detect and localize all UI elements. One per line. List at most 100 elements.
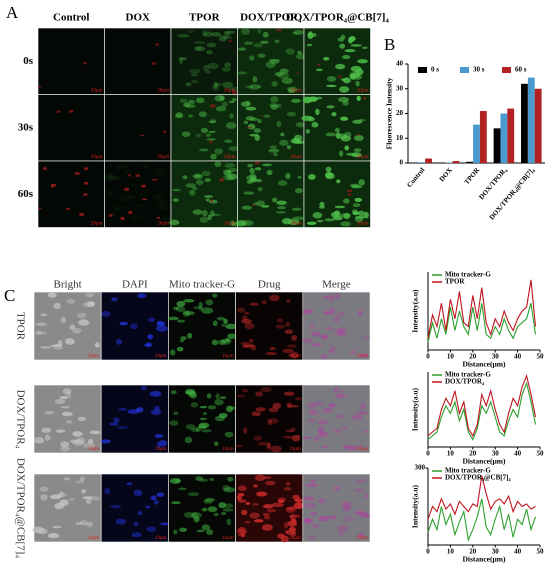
cell [277, 533, 285, 539]
micrograph: 20μm [104, 160, 172, 228]
data-line [427, 303, 537, 343]
cell [199, 216, 209, 223]
cell [154, 434, 164, 438]
cell [292, 216, 305, 221]
cell [206, 50, 213, 55]
scale-bar-label: 10μm [88, 447, 100, 452]
cell [137, 215, 143, 220]
cell [333, 315, 340, 323]
cell [202, 412, 208, 415]
scale-bar-label: 10μm [222, 447, 234, 452]
cell [111, 297, 118, 302]
cell [291, 335, 298, 341]
cell [325, 172, 335, 180]
cell [226, 173, 238, 180]
cell [80, 489, 87, 494]
cell [277, 180, 288, 186]
column-header: DOX/TPOR₄@CB[7]₄ [286, 12, 390, 24]
cell [101, 310, 111, 317]
cell [293, 502, 304, 509]
cell [333, 387, 339, 393]
legend-label: Mito tracker-G [445, 467, 491, 475]
spot [356, 133, 360, 136]
cell [85, 497, 92, 505]
cell [261, 524, 273, 531]
cell [169, 219, 180, 226]
cell [279, 139, 289, 146]
cell [198, 111, 207, 118]
spot [84, 181, 89, 185]
cell [72, 327, 82, 334]
row-label: DOX/TPOR₄ [14, 390, 26, 449]
cell [141, 164, 150, 168]
cell [316, 433, 323, 438]
cell [225, 323, 237, 330]
cell [252, 202, 258, 206]
spot [56, 110, 61, 113]
cell [190, 80, 198, 84]
cell [242, 344, 250, 349]
cell [213, 441, 219, 447]
scale-bar-label: 20μm [224, 89, 236, 94]
cell [77, 312, 87, 319]
cell [87, 438, 94, 445]
scale-bar-label: 10μm [289, 354, 301, 359]
cell [201, 524, 211, 531]
cell [209, 477, 215, 482]
row-label: 0s [23, 55, 34, 67]
cell [334, 394, 347, 399]
panel-label: C [4, 286, 15, 305]
y-tick-label: 40 [396, 60, 404, 68]
cell [249, 133, 259, 137]
cell [176, 300, 186, 307]
spot [128, 174, 131, 177]
cell [105, 172, 115, 178]
cell [358, 444, 363, 450]
image-bg [104, 27, 172, 95]
bar [507, 108, 515, 163]
scale-bar-label: 10μm [222, 354, 234, 359]
cell [319, 431, 329, 437]
cell [310, 331, 321, 337]
cell [265, 61, 276, 69]
cell [214, 95, 226, 102]
cell [159, 203, 170, 210]
cell [190, 427, 200, 432]
y-tick-label: 0 [400, 159, 404, 167]
micrograph: 20μm [303, 160, 371, 228]
spot [79, 213, 85, 216]
cell [270, 96, 279, 103]
cell [184, 436, 193, 444]
cell [40, 346, 52, 349]
cell [192, 173, 203, 180]
cell [336, 525, 348, 532]
cell [227, 333, 237, 340]
cell [64, 338, 75, 345]
cell [321, 354, 327, 360]
cell [276, 200, 287, 206]
image-bg [104, 160, 172, 228]
cell [305, 129, 310, 134]
cell [216, 316, 226, 321]
micrograph: 20μm [169, 160, 238, 228]
cell [62, 388, 72, 395]
spot [124, 187, 129, 191]
cell [262, 513, 270, 516]
cell [153, 500, 159, 505]
cell [276, 103, 282, 108]
scale-bar-label: 10μm [155, 447, 167, 452]
cell [115, 338, 123, 345]
cell [192, 186, 198, 191]
image-bg [235, 291, 304, 361]
cell [338, 531, 344, 536]
scale-bar-label: 20μm [157, 89, 169, 94]
cell [219, 396, 227, 400]
cell [172, 188, 181, 192]
image-bg [100, 473, 169, 543]
cell [334, 205, 345, 209]
cell [284, 521, 289, 529]
cell [207, 62, 219, 70]
cell [86, 521, 94, 528]
cell [241, 205, 253, 210]
cell [167, 316, 179, 321]
